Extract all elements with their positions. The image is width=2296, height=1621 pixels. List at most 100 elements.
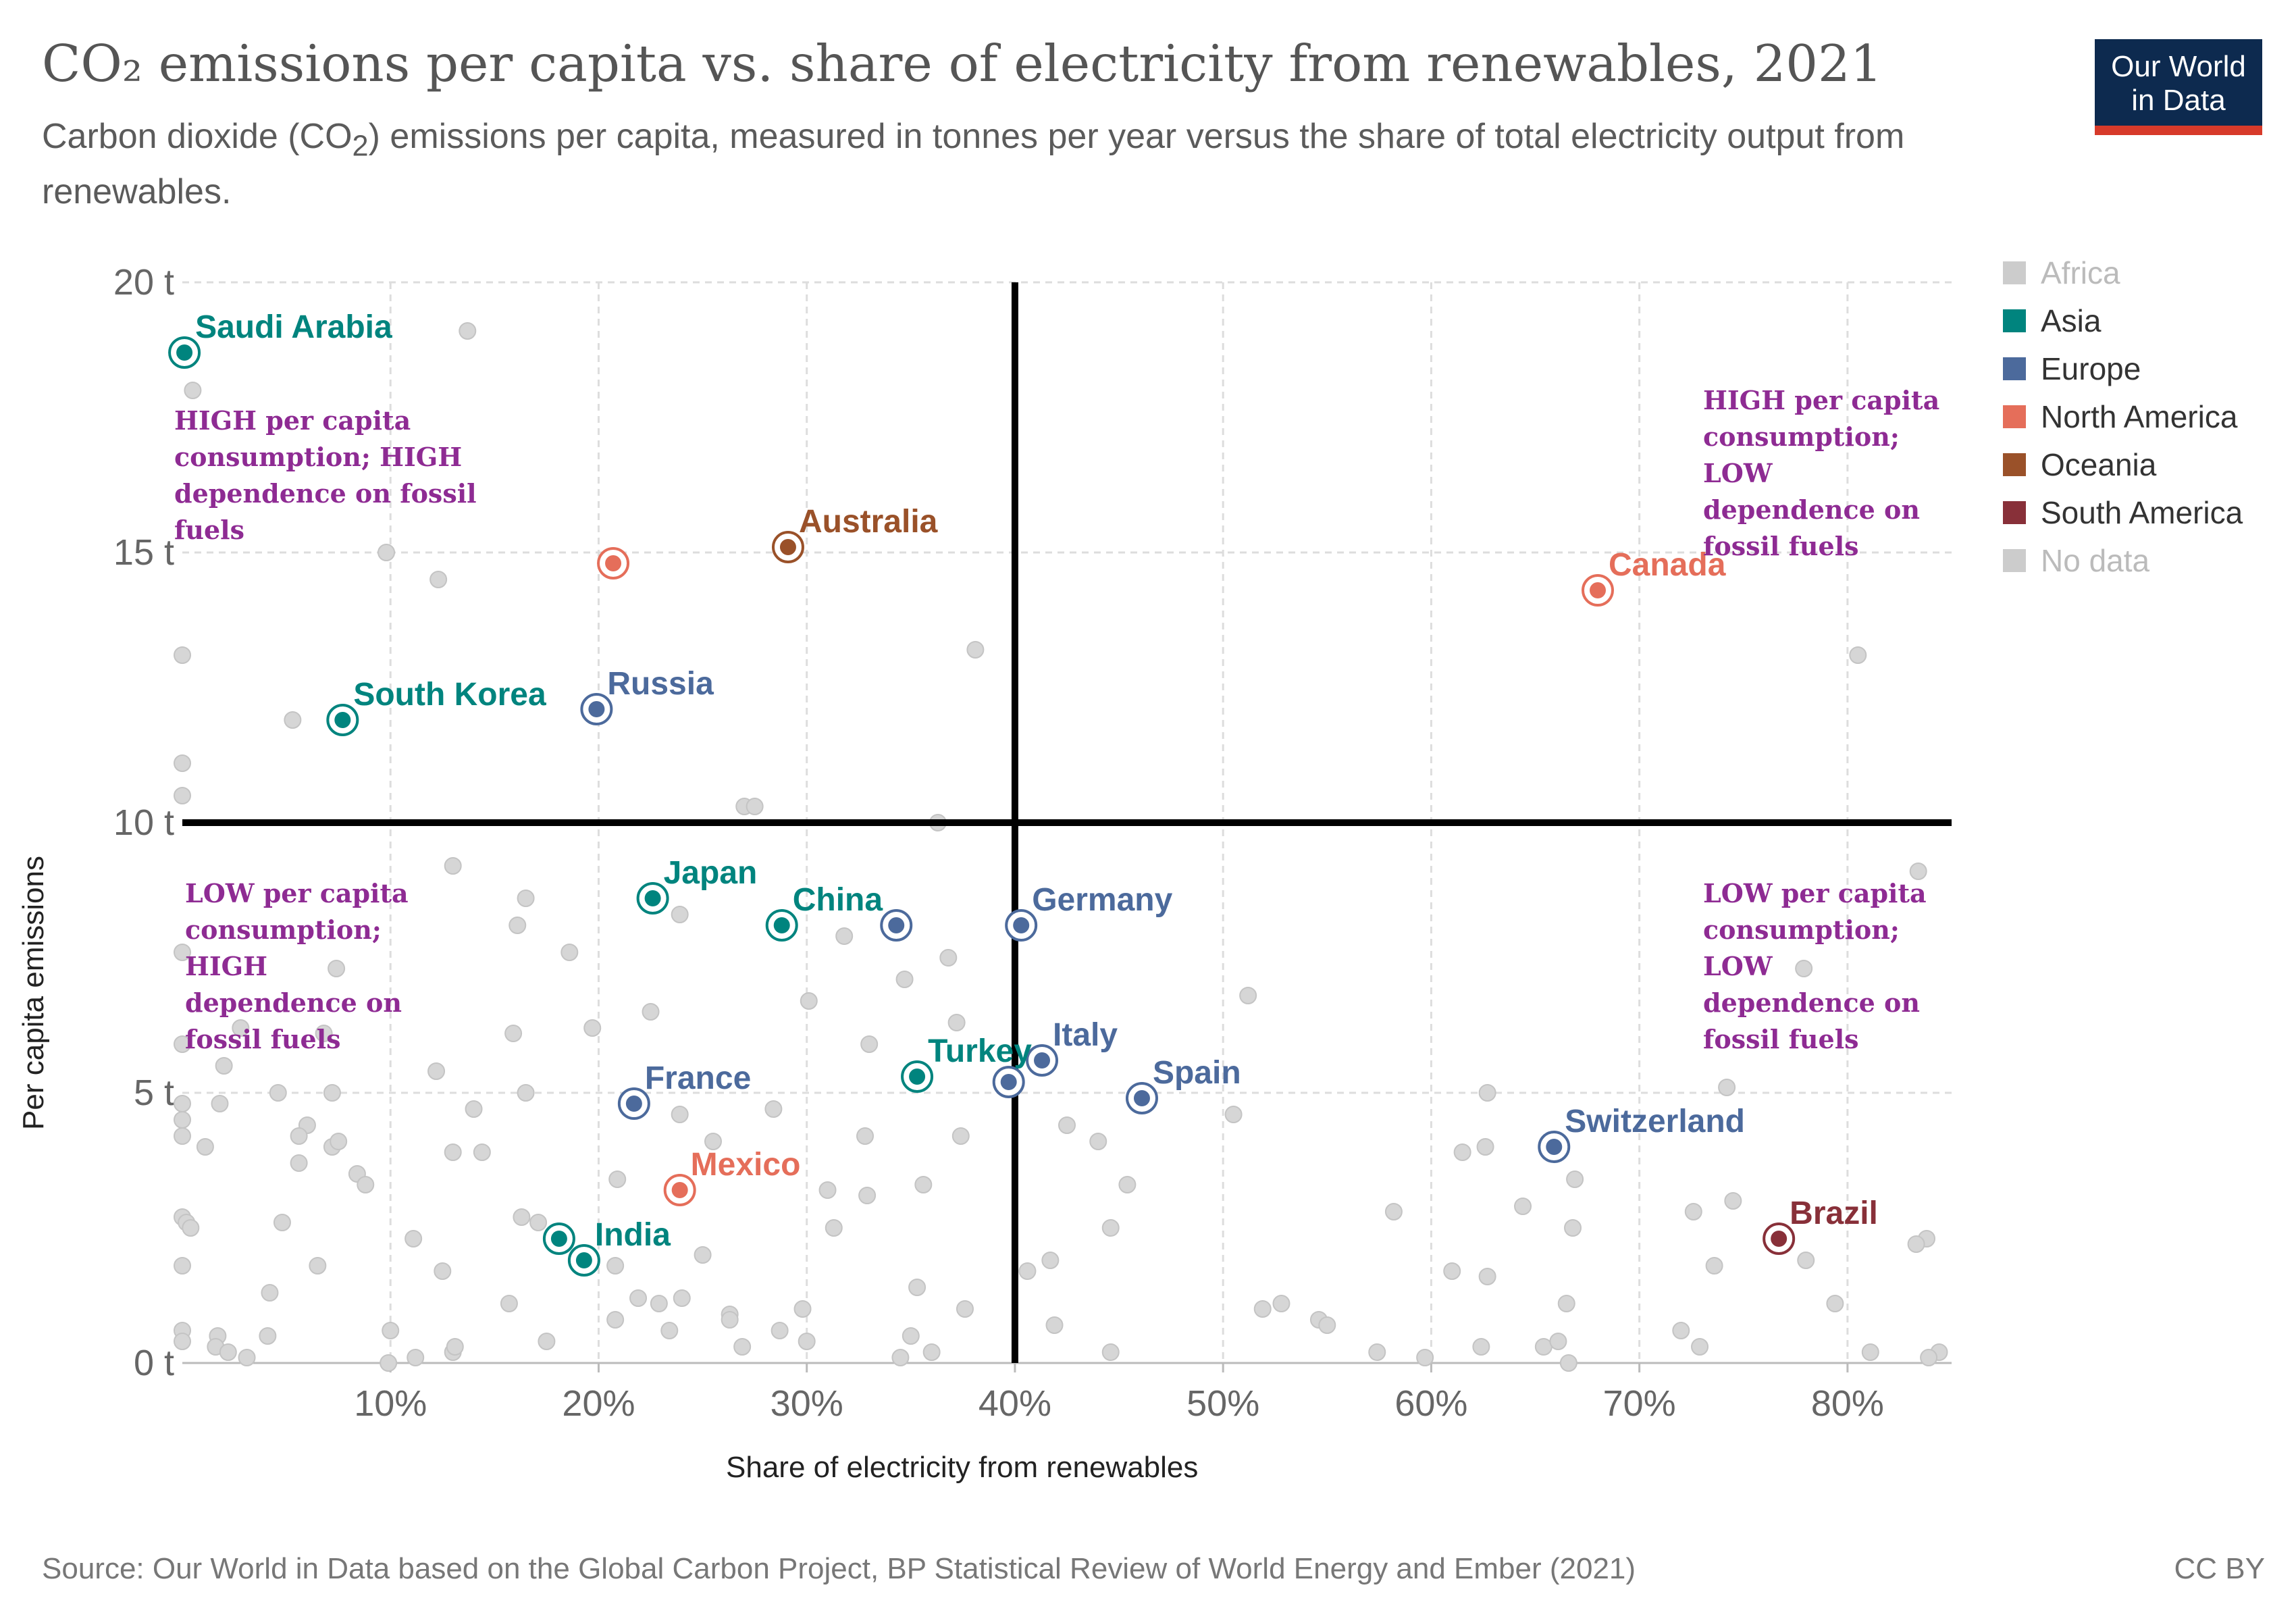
background-point — [513, 1208, 531, 1226]
background-point — [825, 1219, 843, 1237]
background-point — [835, 927, 854, 945]
background-point — [444, 1143, 462, 1161]
background-point — [174, 754, 191, 772]
background-point — [660, 1322, 679, 1339]
background-point — [427, 1062, 446, 1080]
legend-item-no-data[interactable]: No data — [2003, 536, 2243, 584]
point-india[interactable] — [575, 1252, 592, 1268]
background-point — [800, 992, 818, 1010]
y-axis-label: Per capita emissions — [17, 856, 50, 1130]
background-point — [608, 1170, 627, 1188]
point-italy[interactable] — [1034, 1052, 1051, 1069]
background-point — [1920, 1349, 1938, 1366]
legend-swatch — [2003, 261, 2026, 284]
background-point — [733, 1338, 752, 1356]
background-point — [951, 1127, 970, 1145]
background-point — [902, 1327, 920, 1345]
logo-line-2: in Data — [2131, 84, 2226, 117]
background-point — [1045, 1316, 1064, 1334]
label-saudi-arabia: Saudi Arabia — [195, 309, 392, 345]
legend-item-south-america[interactable]: South America — [2003, 488, 2243, 536]
background-point — [1718, 1079, 1736, 1096]
point-mexico[interactable] — [671, 1182, 688, 1198]
background-point — [671, 906, 689, 923]
legend-label: North America — [2041, 398, 2238, 434]
background-point — [504, 1025, 523, 1042]
background-point — [238, 1349, 256, 1366]
point-japan[interactable] — [644, 890, 661, 906]
y-tick-label: 20 t — [113, 262, 174, 303]
point-saudi-arabia[interactable] — [176, 344, 193, 361]
background-point — [1476, 1138, 1494, 1156]
background-point — [405, 1230, 423, 1247]
background-point — [642, 1003, 660, 1021]
label-japan: Japan — [664, 855, 758, 891]
point-australia[interactable] — [779, 539, 796, 555]
point-europe-unlabeled[interactable] — [1000, 1074, 1017, 1090]
point-russia[interactable] — [588, 701, 605, 717]
background-point — [459, 322, 477, 340]
background-point — [1239, 987, 1257, 1004]
legend-item-europe[interactable]: Europe — [2003, 344, 2243, 392]
background-point — [1907, 1235, 1925, 1253]
legend-label: Africa — [2041, 255, 2120, 290]
x-tick-label: 10% — [354, 1383, 427, 1424]
point-south-korea[interactable] — [334, 712, 351, 728]
license-link[interactable]: CC BY — [2174, 1552, 2265, 1585]
point-china[interactable] — [773, 917, 790, 933]
background-point — [914, 1176, 933, 1193]
point-brazil[interactable] — [1771, 1231, 1788, 1247]
background-point — [1909, 863, 1927, 880]
legend-item-asia[interactable]: Asia — [2003, 297, 2243, 344]
background-point — [273, 1214, 291, 1231]
point-switzerland[interactable] — [1546, 1139, 1563, 1155]
background-point — [694, 1246, 712, 1264]
background-point — [174, 1111, 191, 1129]
background-point — [315, 1025, 333, 1042]
background-point — [721, 1311, 739, 1329]
label-italy: Italy — [1053, 1017, 1118, 1053]
subtitle-text-start: Carbon dioxide (CO — [42, 117, 353, 156]
point-asia-unlabeled[interactable] — [550, 1231, 567, 1247]
background-point — [793, 1300, 812, 1318]
background-point — [407, 1349, 425, 1366]
background-point — [529, 1214, 548, 1231]
point-canada[interactable] — [1590, 582, 1606, 598]
label-turkey: Turkey — [928, 1033, 1032, 1069]
background-point — [309, 1257, 327, 1275]
legend-item-oceania[interactable]: Oceania — [2003, 440, 2243, 488]
background-point — [650, 1295, 668, 1312]
legend-item-africa[interactable]: Africa — [2003, 249, 2243, 297]
background-point — [1472, 1338, 1490, 1356]
background-point — [629, 1289, 648, 1307]
legend-swatch — [2003, 357, 2026, 380]
background-point — [380, 1354, 398, 1372]
background-point — [284, 711, 302, 729]
background-point — [746, 798, 764, 815]
background-point — [538, 1333, 556, 1350]
background-point — [1478, 1084, 1496, 1102]
chart-subtitle: Carbon dioxide (CO2) emissions per capit… — [42, 113, 2054, 215]
point-spain[interactable] — [1133, 1090, 1150, 1106]
point-france[interactable] — [625, 1096, 642, 1112]
logo-line-1: Our World — [2111, 50, 2246, 83]
background-point — [1041, 1252, 1060, 1269]
point-north-america-unlabeled[interactable] — [605, 555, 622, 571]
legend-label: Oceania — [2041, 446, 2157, 482]
legend-item-north-america[interactable]: North America — [2003, 392, 2243, 440]
point-turkey[interactable] — [909, 1069, 926, 1085]
background-point — [330, 1133, 348, 1150]
background-point — [947, 1014, 966, 1031]
background-point — [1118, 1176, 1137, 1193]
y-tick-label: 10 t — [113, 802, 174, 843]
point-europe-unlabeled[interactable] — [888, 917, 905, 933]
background-point — [1101, 1343, 1120, 1361]
point-germany[interactable] — [1013, 917, 1030, 933]
background-point — [1557, 1295, 1575, 1312]
background-point — [1534, 1338, 1553, 1356]
background-point — [860, 1035, 879, 1053]
background-point — [1453, 1143, 1471, 1161]
background-point — [1272, 1295, 1290, 1312]
background-point — [1849, 646, 1867, 664]
owid-logo[interactable]: Our World in Data — [2095, 39, 2262, 135]
